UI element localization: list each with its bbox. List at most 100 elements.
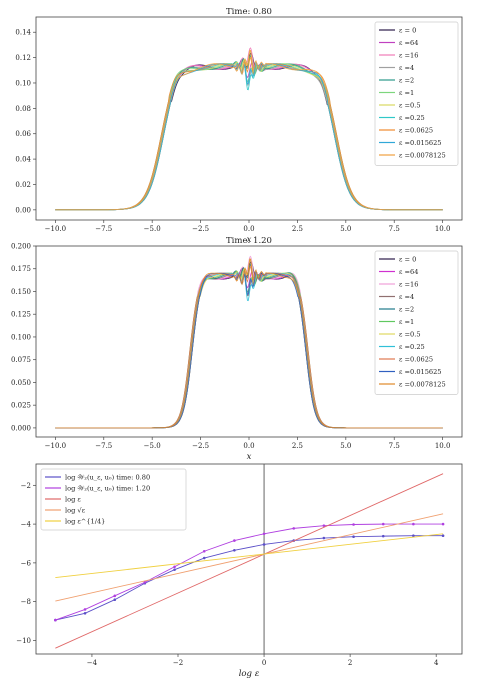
- data-point: [83, 611, 87, 615]
- x-tick-label: −2: [173, 659, 183, 667]
- data-point: [441, 534, 445, 538]
- x-tick-label: −10.0: [45, 225, 66, 233]
- data-point: [322, 524, 326, 527]
- legend-label: ε =0.0078125: [399, 151, 446, 159]
- legend-label: ε =4: [399, 64, 414, 72]
- x-tick-label: −7.5: [95, 225, 112, 233]
- y-tick-label: 0.100: [11, 333, 31, 341]
- y-tick-label: 0.050: [11, 379, 31, 387]
- y-tick-label: −6: [21, 559, 32, 567]
- data-point: [83, 608, 87, 611]
- x-tick-label: −5.0: [144, 225, 161, 233]
- x-tick-label: 4: [434, 659, 439, 667]
- y-tick-label: 0.08: [15, 105, 31, 113]
- legend-label: ε = 0: [399, 255, 416, 263]
- data-point: [113, 598, 117, 602]
- x-tick-label: −7.5: [95, 442, 112, 450]
- data-point: [173, 568, 176, 571]
- legend-label: ε =1: [399, 318, 414, 326]
- x-tick-label: 2: [348, 659, 352, 667]
- y-tick-label: 0.06: [15, 130, 31, 138]
- legend-label: ε = 0: [399, 26, 416, 34]
- legend-label: ε =2: [399, 76, 414, 84]
- y-tick-label: 0.025: [11, 402, 31, 410]
- legend-label: ε =0.5: [399, 330, 421, 338]
- series-line: [55, 513, 444, 602]
- legend-label: log √ε: [65, 506, 86, 514]
- series-line: [55, 49, 443, 211]
- plot-frame: [35, 463, 463, 655]
- data-point: [381, 522, 385, 526]
- legend-label: ε =4: [399, 293, 414, 301]
- data-point: [202, 556, 206, 560]
- x-tick-label: 0.0: [243, 442, 254, 450]
- y-tick-label: −4: [21, 521, 32, 529]
- data-point: [381, 534, 385, 538]
- legend-label: ε =0.015625: [399, 368, 442, 376]
- y-tick-label: 0.075: [11, 356, 31, 364]
- legend-label: log 𝒲₂(u_ε, u₀) time: 1.20: [65, 484, 150, 492]
- legend-label: ε =0.25: [399, 343, 425, 351]
- legend-label: log 𝒲₂(u_ε, u₀) time: 0.80: [65, 473, 150, 481]
- legend-label: ε =16: [399, 280, 418, 288]
- x-tick-label: −4: [87, 659, 98, 667]
- data-point: [143, 580, 147, 584]
- y-tick-label: 0.200: [11, 243, 31, 251]
- data-point: [173, 565, 176, 569]
- series-line: [55, 523, 444, 621]
- y-tick-label: 0.00: [15, 206, 31, 214]
- legend-label: log ε^{1/4}: [65, 517, 105, 525]
- legend-label: ε =0.25: [399, 114, 425, 122]
- data-point: [233, 548, 236, 552]
- series-line: [55, 535, 444, 621]
- legend-label: ε =0.0625: [399, 355, 433, 363]
- x-axis-label: x: [247, 452, 252, 462]
- y-tick-label: 0.125: [11, 311, 31, 319]
- x-tick-label: 0: [262, 659, 266, 667]
- x-tick-label: 10.0: [435, 442, 451, 450]
- x-tick-label: 5.0: [340, 442, 351, 450]
- data-point: [292, 527, 296, 530]
- legend-label: ε =0.0625: [399, 126, 433, 134]
- legend-label: ε =2: [399, 305, 414, 313]
- legend-label: log ε: [65, 495, 81, 503]
- y-tick-label: −8: [21, 598, 31, 606]
- legend-box: [374, 21, 459, 166]
- chart-panel-1: −10.0 −7.5 −5.0 −2.5 0.0 2.5 5.0 7.5 10.0 0.00 0.0…: [15, 7, 463, 245]
- y-tick-label: 0.12: [15, 54, 31, 62]
- data-point: [412, 534, 415, 538]
- x-tick-label: 2.5: [292, 442, 303, 450]
- legend-label: ε =16: [399, 51, 418, 59]
- x-tick-label: 5.0: [340, 225, 351, 233]
- series-line: [55, 473, 444, 649]
- x-tick-label: −10.0: [45, 442, 66, 450]
- data-point: [441, 522, 445, 526]
- x-tick-label: 2.5: [292, 225, 303, 233]
- x-tick-label: −2.5: [192, 442, 209, 450]
- x-tick-label: 10.0: [435, 225, 451, 233]
- legend-box: [40, 468, 187, 531]
- data-point: [352, 535, 355, 539]
- x-axis-label: log ε: [239, 669, 260, 679]
- y-tick-label: 0.000: [11, 424, 31, 432]
- x-tick-label: −2.5: [192, 225, 209, 233]
- y-tick-label: 0.14: [15, 29, 31, 37]
- x-tick-label: 7.5: [389, 225, 400, 233]
- legend-box: [374, 250, 459, 395]
- y-tick-label: 0.10: [15, 79, 31, 87]
- data-point: [113, 594, 117, 598]
- series-line: [55, 258, 443, 429]
- x-axis-label: x: [247, 235, 252, 245]
- data-point: [412, 522, 415, 526]
- y-tick-label: 0.175: [11, 265, 31, 273]
- data-point: [54, 618, 57, 622]
- y-tick-label: 0.04: [15, 156, 31, 164]
- chart-title: Time: 1.20: [226, 236, 272, 246]
- data-point: [202, 549, 206, 553]
- legend-label: ε =0.5: [399, 101, 421, 109]
- legend-label: ε =64: [399, 268, 418, 276]
- y-tick-label: 0.02: [15, 181, 31, 189]
- chart-title: Time: 0.80: [226, 7, 272, 17]
- legend-label: ε =1: [399, 89, 414, 97]
